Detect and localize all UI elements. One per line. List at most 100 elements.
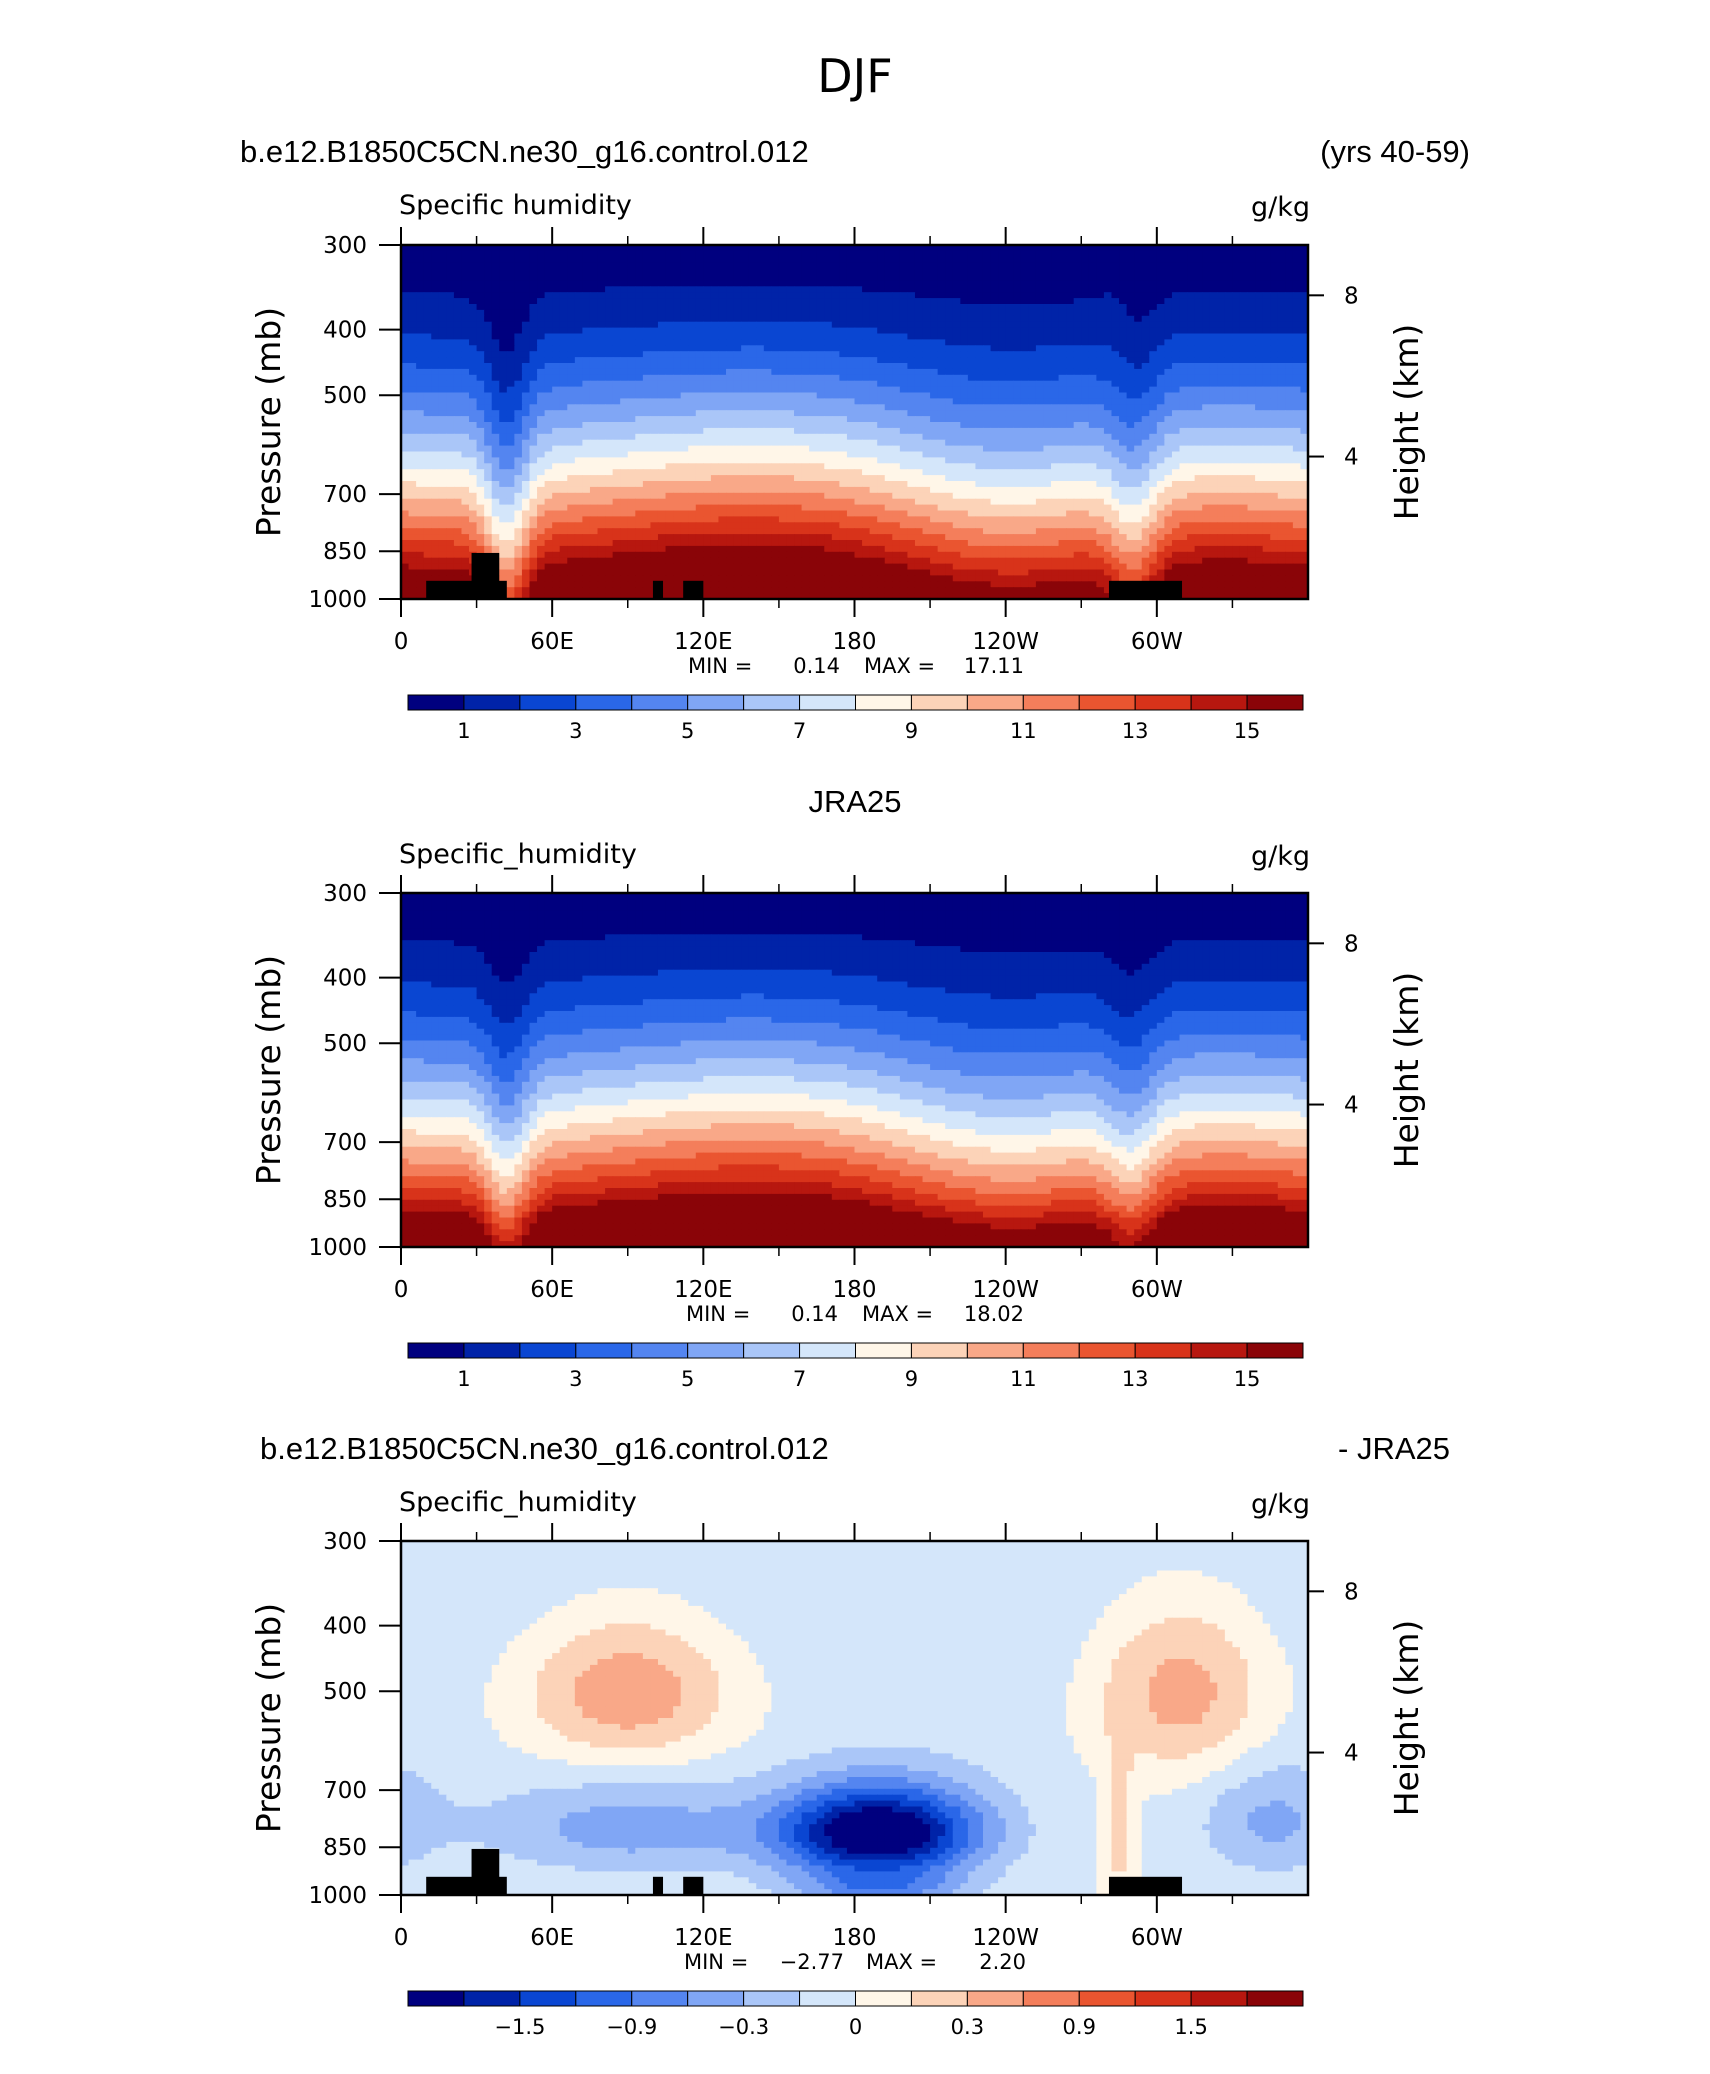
field-cell <box>1187 475 1196 482</box>
field-cell <box>589 327 599 335</box>
field-cell <box>1156 345 1165 352</box>
field-cell <box>816 463 825 470</box>
field-cell <box>1232 380 1241 388</box>
field-cell <box>809 463 818 470</box>
field-cell <box>756 262 765 270</box>
field-cell <box>869 475 878 482</box>
field-cell <box>1134 357 1143 364</box>
field-cell <box>1058 351 1067 358</box>
field-cell <box>597 286 606 293</box>
field-cell <box>1119 280 1128 287</box>
field-cell <box>922 481 931 488</box>
field-cell <box>846 433 856 441</box>
field-cell <box>914 416 924 423</box>
field-cell <box>453 256 463 264</box>
field-cell <box>544 398 553 405</box>
field-cell <box>1262 368 1271 376</box>
field-cell <box>703 433 712 441</box>
field-cell <box>1255 422 1264 429</box>
field-cell <box>854 451 863 458</box>
field-cell <box>469 245 478 252</box>
field-cell <box>1285 357 1294 364</box>
field-cell <box>582 274 591 281</box>
field-cell <box>1066 274 1075 281</box>
field-cell <box>869 445 878 453</box>
field-cell <box>748 339 757 346</box>
field-cell <box>1149 433 1158 441</box>
field-cell <box>741 457 750 464</box>
field-cell <box>544 368 553 376</box>
field-cell <box>1088 451 1097 458</box>
field-cell <box>1141 304 1150 311</box>
field-cell <box>1058 327 1067 335</box>
field-cell <box>1156 451 1165 458</box>
field-cell <box>680 451 689 458</box>
field-cell <box>688 280 697 287</box>
field-cell <box>748 380 757 388</box>
field-cell <box>1277 304 1286 311</box>
field-cell <box>816 427 825 435</box>
field-cell <box>907 404 916 411</box>
field-cell <box>1088 386 1097 394</box>
field-cell <box>831 380 840 388</box>
field-cell <box>794 422 803 429</box>
field-cell <box>401 298 410 305</box>
field-cell <box>801 481 810 488</box>
field-cell <box>469 345 478 352</box>
field-cell <box>514 304 523 311</box>
field-cell <box>688 304 697 311</box>
field-cell <box>620 268 629 276</box>
field-cell <box>423 333 432 340</box>
field-cell <box>1270 398 1279 405</box>
field-cell <box>484 416 493 423</box>
field-cell <box>1292 363 1302 370</box>
field-cell <box>582 268 591 276</box>
field-cell <box>854 368 863 376</box>
field-cell <box>771 274 780 281</box>
field-cell <box>1066 410 1075 417</box>
field-cell <box>763 315 772 323</box>
field-cell <box>620 315 629 323</box>
field-cell <box>801 245 810 252</box>
field-cell <box>567 363 576 370</box>
field-cell <box>1194 363 1203 370</box>
field-cell <box>1111 422 1120 429</box>
field-cell <box>521 250 531 258</box>
field-cell <box>763 345 772 352</box>
field-cell <box>1300 445 1308 453</box>
field-cell <box>695 398 704 405</box>
field-cell <box>1164 410 1173 417</box>
field-cell <box>461 274 470 281</box>
field-cell <box>1239 357 1249 364</box>
field-cell <box>650 451 659 458</box>
field-cell <box>1081 351 1090 358</box>
field-cell <box>801 321 810 329</box>
field-cell <box>1035 410 1045 417</box>
field-cell <box>1247 280 1256 287</box>
field-cell <box>1141 298 1150 305</box>
field-cell <box>1141 268 1150 276</box>
field-cell <box>1217 315 1226 323</box>
field-cell <box>1187 451 1196 458</box>
field-cell <box>552 380 561 388</box>
field-cell <box>1224 410 1234 417</box>
field-cell <box>642 469 652 476</box>
field-cell <box>544 475 553 482</box>
field-cell <box>801 357 810 364</box>
field-cell <box>1111 274 1120 281</box>
field-cell <box>582 351 591 358</box>
field-cell <box>733 486 742 494</box>
field-cell <box>1126 445 1135 453</box>
field-cell <box>1126 422 1135 429</box>
field-cell <box>574 280 583 287</box>
field-cell <box>416 363 425 370</box>
field-cell <box>824 256 833 264</box>
field-cell <box>544 392 553 399</box>
field-cell <box>627 280 636 287</box>
field-cell <box>1020 422 1029 429</box>
field-cell <box>1292 475 1302 482</box>
field-cell <box>778 469 788 476</box>
field-cell <box>1171 262 1181 270</box>
field-cell <box>484 433 493 441</box>
field-cell <box>846 481 856 488</box>
